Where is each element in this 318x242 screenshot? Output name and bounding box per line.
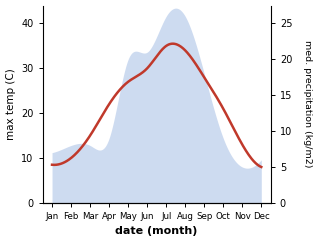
Y-axis label: med. precipitation (kg/m2): med. precipitation (kg/m2): [303, 40, 313, 168]
X-axis label: date (month): date (month): [115, 227, 198, 236]
Y-axis label: max temp (C): max temp (C): [5, 68, 16, 140]
